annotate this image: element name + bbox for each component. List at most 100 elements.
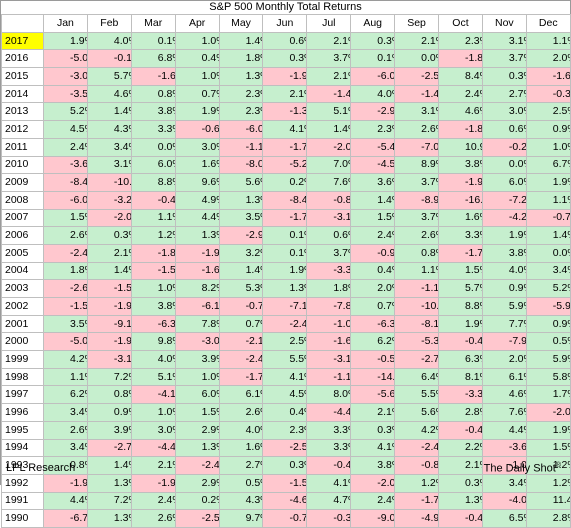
return-cell: 6.5% <box>481 509 527 528</box>
return-cell: 3.3% <box>438 226 483 245</box>
return-cell: -5.0% <box>43 332 88 352</box>
return-cell: 0.3% <box>438 473 483 493</box>
table-row: 20071.5%-2.0%1.1%4.4%3.5%-1.7%-3.1%1.5%3… <box>1 208 571 228</box>
table-row: 2009-8.4%-10.6%8.8%9.6%5.6%0.2%7.6%3.6%3… <box>1 173 571 192</box>
return-cell: 2.5% <box>525 102 571 122</box>
return-cell: 2.6% <box>43 420 88 440</box>
return-cell: 3.2% <box>218 243 264 263</box>
header-month-oct: Oct <box>438 14 483 33</box>
return-cell: 4.1% <box>350 438 396 458</box>
return-cell: 1.3% <box>86 473 132 493</box>
return-cell: -1.5% <box>262 473 308 493</box>
return-cell: -1.6% <box>306 332 352 352</box>
return-cell: -8.4% <box>262 190 308 210</box>
return-cell: 2.1% <box>306 67 352 86</box>
year-cell: 1991 <box>1 491 44 511</box>
header-row: Jan Feb Mar Apr May Jun Jul Aug Sep Oct Nov Dec <box>1 14 571 33</box>
year-cell: 1994 <box>1 438 44 458</box>
return-cell: -1.5% <box>86 279 132 298</box>
return-cell: -2.4% <box>394 438 440 458</box>
return-cell: 6.2% <box>43 385 88 405</box>
return-cell: -8.9% <box>394 190 440 210</box>
return-cell: -2.4% <box>43 243 88 263</box>
return-cell: -5.6% <box>350 385 396 405</box>
return-cell: -1.6% <box>525 67 571 86</box>
return-cell: 3.4% <box>43 403 88 422</box>
return-cell: 2.3% <box>218 84 264 104</box>
return-cell: 4.3% <box>86 120 132 139</box>
table-row: 2003-2.6%-1.5%1.0%8.2%5.3%1.3%1.8%2.0%-1… <box>1 279 571 298</box>
year-cell: 1992 <box>1 473 44 493</box>
return-cell: 0.0% <box>394 49 440 69</box>
return-cell: -3.1% <box>86 350 132 369</box>
return-cell: -1.1% <box>394 279 440 298</box>
return-cell: -16.8% <box>438 190 483 210</box>
return-cell: -3.1% <box>306 208 352 228</box>
return-cell: 5.7% <box>86 67 132 86</box>
year-cell: 2008 <box>1 190 44 210</box>
return-cell: 4.1% <box>262 120 308 139</box>
return-cell: 1.5% <box>350 208 396 228</box>
return-cell: -0.7% <box>525 208 571 228</box>
return-cell: -1.9% <box>130 473 176 493</box>
return-cell: 1.9% <box>481 226 527 245</box>
return-cell: -1.1% <box>218 137 264 157</box>
return-cell: 1.0% <box>174 67 220 86</box>
return-cell: 0.2% <box>174 491 220 511</box>
return-cell: 3.5% <box>43 314 88 334</box>
return-cell: -2.0% <box>306 137 352 157</box>
return-cell: -0.8% <box>306 190 352 210</box>
return-cell: 2.9% <box>174 420 220 440</box>
year-cell: 2010 <box>1 155 44 175</box>
credit-text: The Daily Shot <box>483 462 556 475</box>
return-cell: -2.0% <box>86 208 132 228</box>
return-cell: 0.2% <box>262 173 308 192</box>
return-cell: -2.4% <box>174 456 220 475</box>
return-cell: 0.5% <box>218 473 264 493</box>
return-cell: -7.1% <box>262 297 308 316</box>
return-cell: 6.0% <box>130 155 176 175</box>
return-cell: 7.6% <box>481 403 527 422</box>
return-cell: -1.3% <box>262 102 308 122</box>
table-row: 20013.5%-9.1%-6.3%7.8%0.7%-2.4%-1.0%-6.3… <box>1 314 571 334</box>
return-cell: -2.5% <box>174 509 220 528</box>
return-cell: -3.0% <box>43 67 88 86</box>
return-cell: 1.5% <box>43 208 88 228</box>
return-cell: -3.0% <box>174 332 220 352</box>
return-cell: -9.0% <box>350 509 396 528</box>
return-cell: 2.5% <box>262 332 308 352</box>
return-cell: 1.2% <box>525 473 571 493</box>
table-row: 1992-1.9%1.3%-1.9%2.9%0.5%-1.5%4.1%-2.0%… <box>1 473 571 493</box>
year-cell: 2000 <box>1 332 44 352</box>
header-month-apr: Apr <box>174 14 220 33</box>
return-cell: -1.8% <box>130 243 176 263</box>
return-cell: 1.5% <box>438 261 483 281</box>
return-cell: -2.9% <box>218 226 264 245</box>
return-cell: 1.4% <box>86 456 132 475</box>
return-cell: 2.2% <box>438 438 483 458</box>
return-cell: -4.2% <box>481 208 527 228</box>
return-cell: -2.7% <box>86 438 132 458</box>
return-cell: -4.0% <box>481 491 527 511</box>
return-cell: 3.9% <box>174 350 220 369</box>
return-cell: 5.5% <box>262 350 308 369</box>
header-month-mar: Mar <box>130 14 176 33</box>
return-cell: 4.5% <box>43 120 88 139</box>
year-cell: 1999 <box>1 350 44 369</box>
table-row: 20171.9%4.0%0.1%1.0%1.4%0.6%2.1%0.3%2.1%… <box>1 31 571 51</box>
return-cell: 4.4% <box>481 420 527 440</box>
return-cell: 0.8% <box>86 385 132 405</box>
return-cell: 2.0% <box>350 279 396 298</box>
return-cell: 3.0% <box>174 137 220 157</box>
return-cell: 5.2% <box>525 279 571 298</box>
return-cell: -0.7% <box>262 509 308 528</box>
return-cell: 3.7% <box>394 208 440 228</box>
return-cell: 4.0% <box>481 261 527 281</box>
return-cell: 0.1% <box>350 49 396 69</box>
return-cell: 4.0% <box>350 84 396 104</box>
return-cell: 1.4% <box>86 261 132 281</box>
table-row: 1990-6.7%1.3%2.6%-2.5%9.7%-0.7%-0.3%-9.0… <box>1 509 571 528</box>
return-cell: -1.0% <box>306 314 352 334</box>
table-row: 19963.4%0.9%1.0%1.5%2.6%0.4%-4.4%2.1%5.6… <box>1 403 571 422</box>
return-cell: -1.4% <box>394 84 440 104</box>
